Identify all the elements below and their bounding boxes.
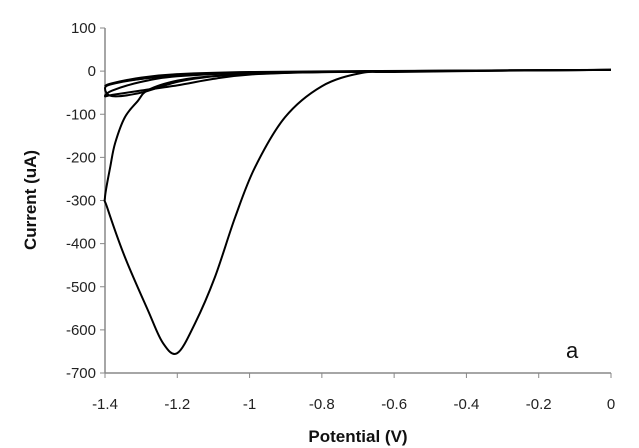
series-line-1 bbox=[103, 68, 612, 355]
y-tick-label: 0 bbox=[88, 63, 96, 80]
x-axis-label: Potential (V) bbox=[308, 427, 407, 446]
y-axis-label: Current (uA) bbox=[21, 150, 40, 250]
y-tick-label: -600 bbox=[66, 322, 96, 339]
x-tick-label: -0.6 bbox=[381, 396, 407, 413]
panel-label: a bbox=[566, 338, 579, 363]
y-tick-label: 100 bbox=[71, 20, 96, 37]
y-tick-label: -500 bbox=[66, 279, 96, 296]
series-line-4 bbox=[104, 68, 612, 87]
y-tick-label: -100 bbox=[66, 106, 96, 123]
y-tick-label: -700 bbox=[66, 365, 96, 382]
x-tick-label: -0.8 bbox=[309, 396, 335, 413]
x-tick-label: -1.2 bbox=[164, 396, 190, 413]
x-tick-label: -1.4 bbox=[92, 396, 118, 413]
y-tick-label: -400 bbox=[66, 236, 96, 253]
x-tick-label: -0.4 bbox=[453, 396, 479, 413]
x-tick-label: -1 bbox=[243, 396, 256, 413]
y-tick-label: -300 bbox=[66, 193, 96, 210]
x-tick-label: -0.2 bbox=[526, 396, 552, 413]
y-tick-label: -200 bbox=[66, 149, 96, 166]
x-tick-label: 0 bbox=[607, 396, 615, 413]
